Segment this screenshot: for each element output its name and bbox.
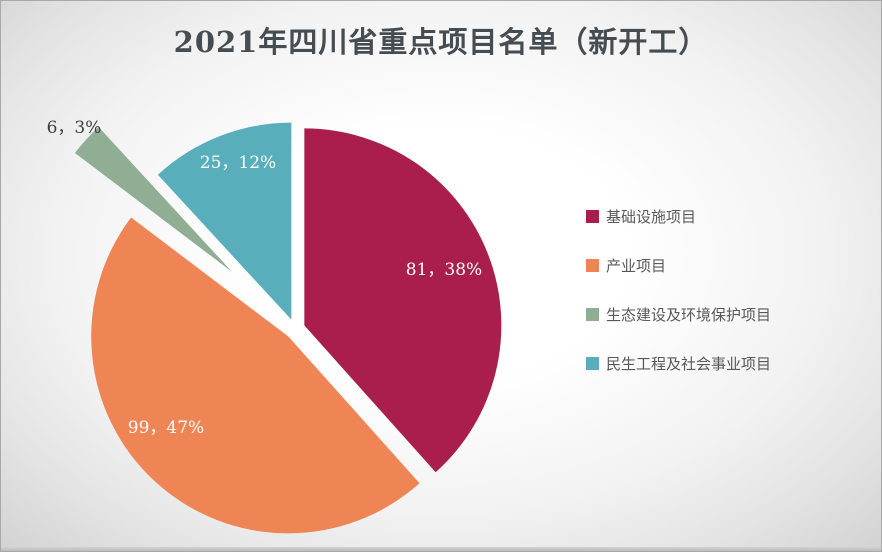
legend-swatch-icon bbox=[586, 356, 599, 370]
pie-slice-3[interactable] bbox=[157, 122, 292, 320]
pie-data-label: 81，38% bbox=[406, 260, 482, 280]
pie-slice-0[interactable] bbox=[304, 128, 502, 473]
legend-label: 民生工程及社会事业项目 bbox=[606, 354, 772, 373]
legend-item-ecology[interactable]: 生态建设及环境保护项目 bbox=[586, 304, 771, 324]
pie-data-label: 25，12% bbox=[200, 153, 276, 173]
legend-item-livelihood[interactable]: 民生工程及社会事业项目 bbox=[586, 353, 771, 373]
legend-label: 产业项目 bbox=[606, 256, 667, 275]
legend-item-infrastructure[interactable]: 基础设施项目 bbox=[586, 206, 771, 226]
pie-data-label: 99，47% bbox=[128, 418, 204, 438]
pie-slice-1[interactable] bbox=[91, 217, 420, 534]
legend-swatch-icon bbox=[586, 307, 599, 321]
chart-title: 2021年四川省重点项目名单（新开工） bbox=[173, 25, 709, 59]
legend-swatch-icon bbox=[586, 209, 599, 223]
pie-data-label: 6，3% bbox=[47, 118, 102, 138]
legend-label: 生态建设及环境保护项目 bbox=[606, 305, 772, 324]
legend-swatch-icon bbox=[586, 258, 599, 272]
legend: 基础设施项目 产业项目 生态建设及环境保护项目 民生工程及社会事业项目 bbox=[586, 206, 771, 373]
legend-item-industry[interactable]: 产业项目 bbox=[586, 255, 771, 275]
legend-label: 基础设施项目 bbox=[606, 207, 697, 226]
pie-slice-2[interactable] bbox=[74, 126, 233, 272]
